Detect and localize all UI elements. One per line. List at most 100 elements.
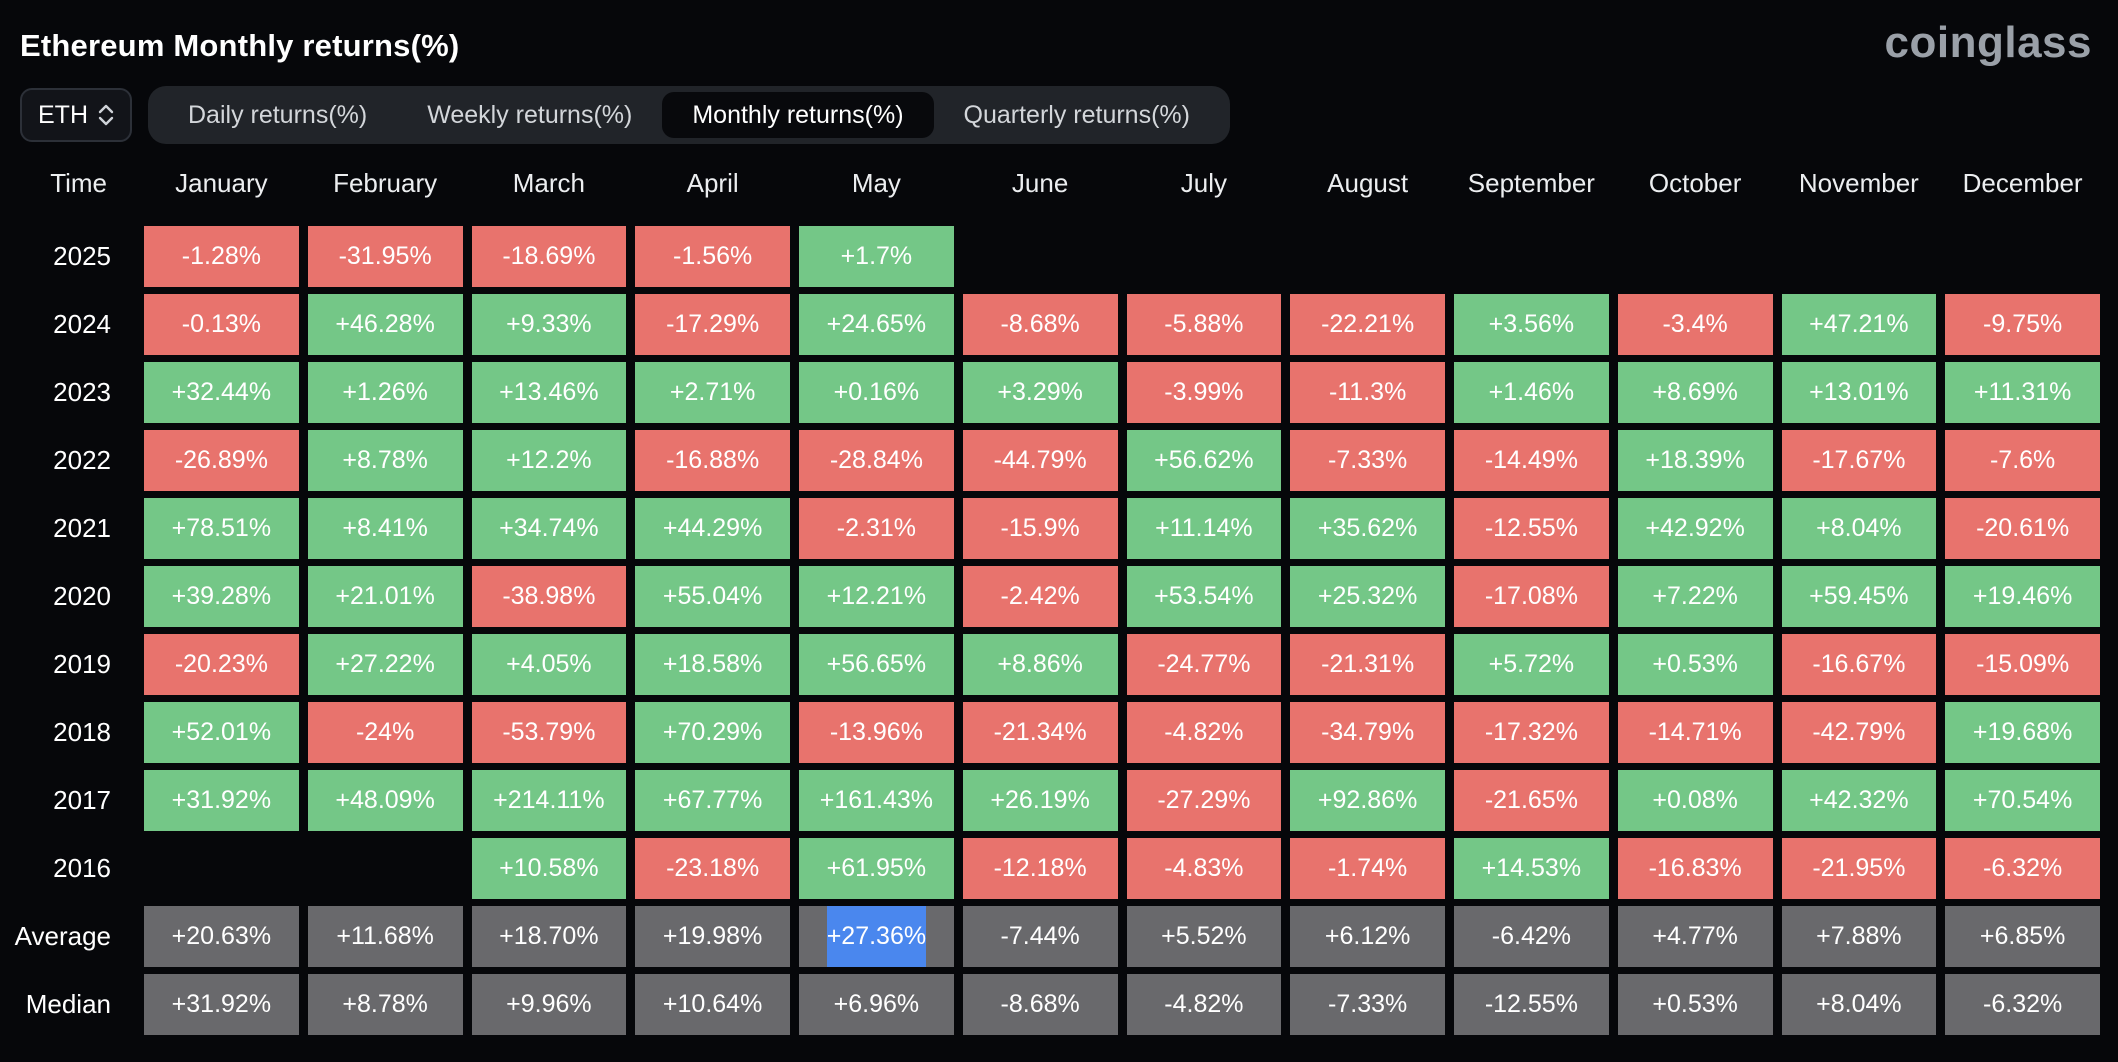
table-cell: -2.42% xyxy=(962,566,1118,627)
table-cell: -7.33% xyxy=(1290,430,1445,491)
table-cell: -17.32% xyxy=(1454,702,1609,763)
table-cell: +92.86% xyxy=(1290,770,1445,831)
table-cell: -17.67% xyxy=(1781,430,1937,491)
table-cell: +53.54% xyxy=(1126,566,1282,627)
table-cell: +25.32% xyxy=(1290,566,1445,627)
table-cell: +6.85% xyxy=(1945,906,2100,967)
table-cell: +44.29% xyxy=(635,498,790,559)
table-cell: -7.33% xyxy=(1290,974,1445,1035)
table-cell-highlighted: +27.36% xyxy=(799,906,954,967)
table-cell: +24.65% xyxy=(799,294,954,355)
table-cell: +2.71% xyxy=(635,362,790,423)
table-cell: +32.44% xyxy=(144,362,299,423)
table-cell: -17.08% xyxy=(1454,566,1609,627)
table-cell: -9.75% xyxy=(1945,294,2100,355)
table-cell: -6.42% xyxy=(1454,906,1609,967)
row-label-2016: 2016 xyxy=(53,853,111,883)
table-cell: +55.04% xyxy=(635,566,790,627)
table-cell: -53.79% xyxy=(471,702,627,763)
symbol-value: ETH xyxy=(38,100,88,129)
row-label-2021: 2021 xyxy=(53,513,111,543)
table-cell: -28.84% xyxy=(799,430,954,491)
page-title: Ethereum Monthly returns(%) xyxy=(20,28,460,63)
table-cell: -0.13% xyxy=(144,294,299,355)
table-cell: -20.23% xyxy=(144,634,299,695)
table-cell: -21.95% xyxy=(1781,838,1937,899)
table-cell: +34.74% xyxy=(471,498,627,559)
column-header-december: December xyxy=(1962,167,2083,198)
symbol-selector[interactable]: ETH xyxy=(20,88,132,142)
table-cell: +1.46% xyxy=(1454,362,1609,423)
table-cell: -8.68% xyxy=(962,294,1118,355)
tab-weekly[interactable]: Weekly returns(%) xyxy=(397,92,662,138)
table-cell: +12.21% xyxy=(799,566,954,627)
table-cell: -16.67% xyxy=(1781,634,1937,695)
table-cell xyxy=(1618,226,1773,287)
table-cell: +70.29% xyxy=(635,702,790,763)
table-cell: -8.68% xyxy=(962,974,1118,1035)
table-cell: -38.98% xyxy=(471,566,627,627)
table-cell: +5.52% xyxy=(1126,906,1282,967)
table-cell: +3.29% xyxy=(962,362,1118,423)
table-cell xyxy=(1127,226,1282,287)
table-cell: -1.56% xyxy=(635,226,790,287)
table-cell: +14.53% xyxy=(1454,838,1609,899)
table-cell: +8.69% xyxy=(1617,362,1773,423)
table-cell: -12.55% xyxy=(1454,498,1609,559)
table-cell: -1.28% xyxy=(144,226,299,287)
table-cell: +6.12% xyxy=(1290,906,1445,967)
table-cell: +61.95% xyxy=(799,838,954,899)
table-cell: +18.70% xyxy=(471,906,627,967)
table-cell: +31.92% xyxy=(144,974,299,1035)
table-cell: -13.96% xyxy=(799,702,954,763)
column-header-january: January xyxy=(175,167,268,198)
table-cell: +31.92% xyxy=(144,770,299,831)
topbar: Ethereum Monthly returns(%) coinglass xyxy=(0,0,2118,86)
table-cell: +0.53% xyxy=(1617,634,1773,695)
table-cell: +46.28% xyxy=(307,294,463,355)
table-cell xyxy=(963,226,1118,287)
table-cell: -42.79% xyxy=(1781,702,1937,763)
table-cell: -16.83% xyxy=(1617,838,1773,899)
table-cell: +56.62% xyxy=(1126,430,1282,491)
column-header-june: June xyxy=(1011,167,1069,198)
table-cell: +27.22% xyxy=(307,634,463,695)
column-header-september: September xyxy=(1467,167,1595,198)
table-cell: -6.32% xyxy=(1945,838,2100,899)
table-cell: +11.14% xyxy=(1126,498,1282,559)
row-label-2024: 2024 xyxy=(53,309,111,339)
row-label-median: Median xyxy=(25,989,111,1019)
table-cell: -15.09% xyxy=(1945,634,2100,695)
returns-table: Time January February March April May June July… xyxy=(0,152,2118,1035)
table-cell: -20.61% xyxy=(1945,498,2100,559)
row-label-2018: 2018 xyxy=(53,717,111,747)
table-cell: +18.58% xyxy=(635,634,790,695)
table-cell: +21.01% xyxy=(307,566,463,627)
tab-quarterly[interactable]: Quarterly returns(%) xyxy=(934,92,1220,138)
row-label-2023: 2023 xyxy=(53,377,111,407)
table-cell: -4.82% xyxy=(1126,702,1282,763)
table-cell: +4.77% xyxy=(1617,906,1773,967)
table-cell: +9.96% xyxy=(471,974,627,1035)
table-cell: +9.33% xyxy=(471,294,627,355)
table-cell: -34.79% xyxy=(1290,702,1445,763)
table-cell: -3.4% xyxy=(1617,294,1773,355)
row-label-2022: 2022 xyxy=(53,445,111,475)
chevron-updown-icon xyxy=(98,103,114,127)
table-cell: +67.77% xyxy=(635,770,790,831)
table-cell: +0.16% xyxy=(799,362,954,423)
table-cell: +10.64% xyxy=(635,974,790,1035)
table-cell: -15.9% xyxy=(962,498,1118,559)
table-cell: +78.51% xyxy=(144,498,299,559)
tab-monthly[interactable]: Monthly returns(%) xyxy=(662,92,934,138)
table-cell: -24.77% xyxy=(1126,634,1282,695)
tab-daily[interactable]: Daily returns(%) xyxy=(158,92,397,138)
table-cell xyxy=(1454,226,1609,287)
table-cell: +11.31% xyxy=(1945,362,2100,423)
column-header-time: Time xyxy=(50,167,107,198)
column-header-march: March xyxy=(512,167,585,198)
table-cell: +39.28% xyxy=(144,566,299,627)
row-label-2019: 2019 xyxy=(53,649,111,679)
table-cell: +0.08% xyxy=(1617,770,1773,831)
